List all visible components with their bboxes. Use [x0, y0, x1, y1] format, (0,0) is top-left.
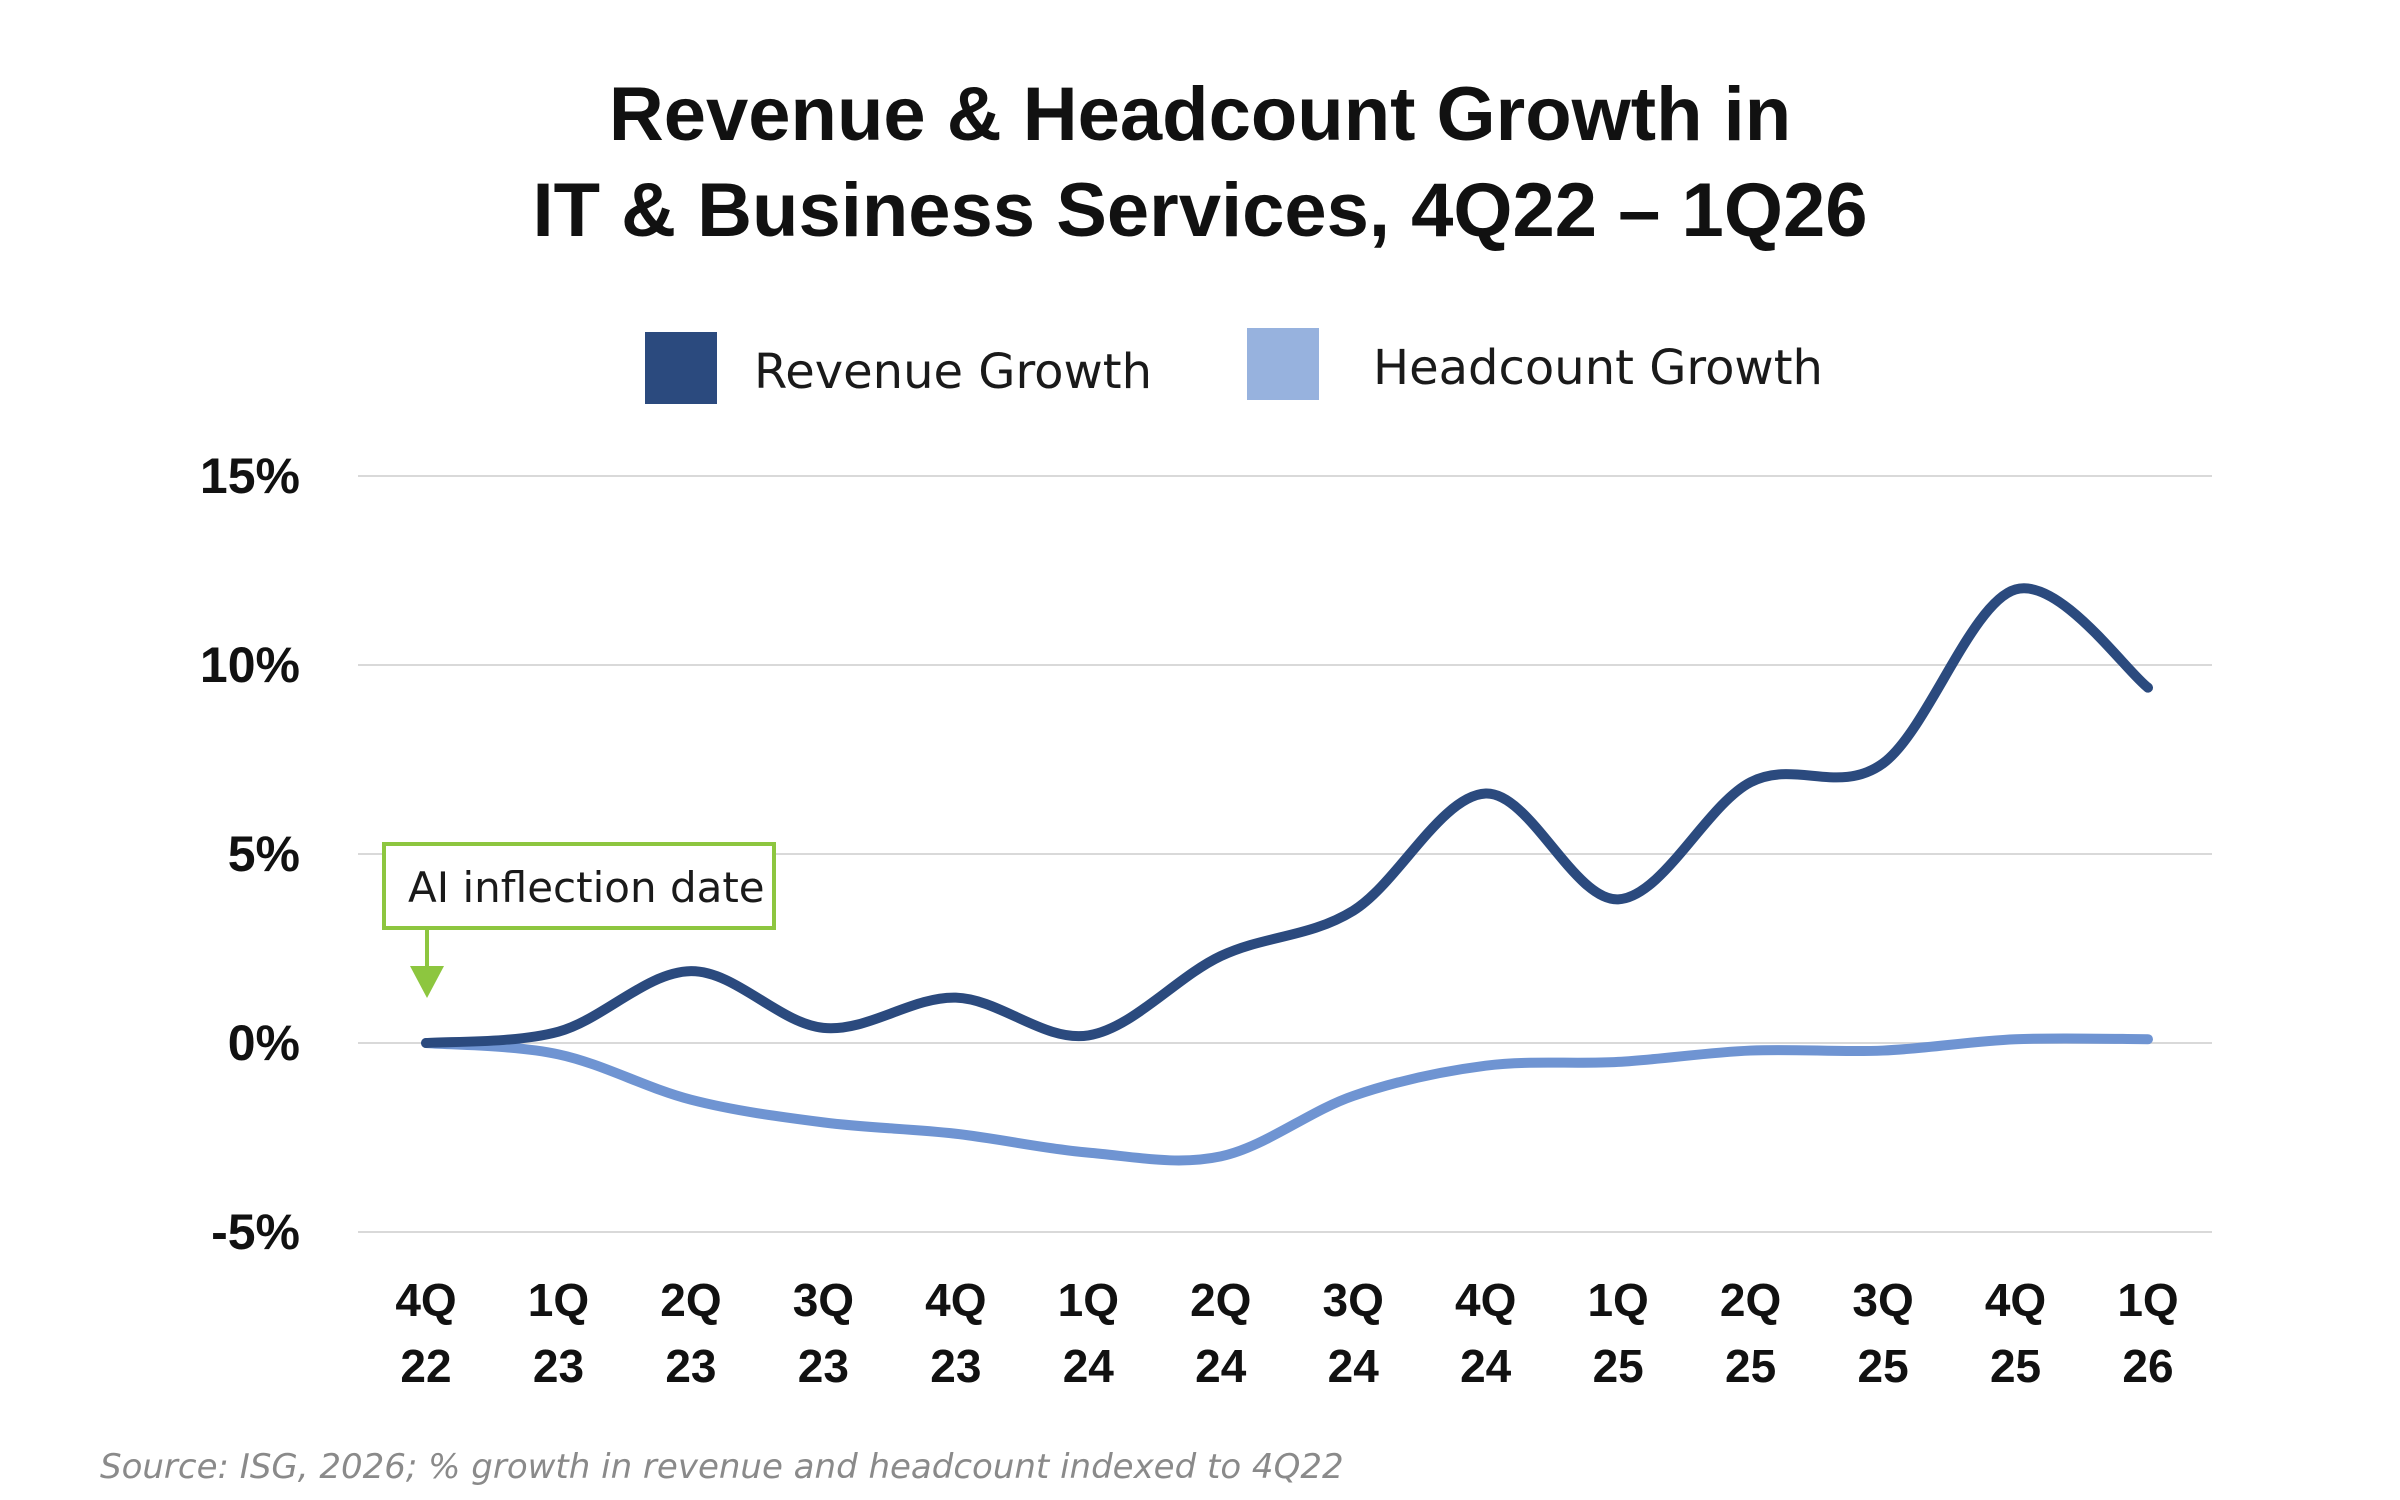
- revenue-point: [557, 1031, 559, 1033]
- legend-swatch-revenue: [645, 332, 717, 404]
- y-tick-label: -5%: [211, 1204, 300, 1260]
- revenue-point: [2015, 588, 2017, 590]
- y-tick-label: 0%: [228, 1015, 300, 1071]
- x-tick-label: 3Q: [1323, 1274, 1384, 1326]
- revenue-point: [1352, 910, 1354, 912]
- annotation: AI inflection date: [382, 842, 776, 998]
- revenue-point: [1485, 793, 1487, 795]
- headcount-point: [1750, 1050, 1752, 1052]
- revenue-point: [425, 1042, 427, 1044]
- x-tick-label: 25: [1593, 1340, 1644, 1392]
- y-tick-label: 5%: [228, 826, 300, 882]
- revenue-point: [1087, 1034, 1089, 1036]
- x-tick-label: 2Q: [1190, 1274, 1251, 1326]
- legend-label-headcount: Headcount Growth: [1373, 340, 1823, 396]
- x-tick-label: 23: [665, 1340, 716, 1392]
- x-tick-label: 2Q: [1720, 1274, 1781, 1326]
- x-tick-label: 4Q: [1455, 1274, 1516, 1326]
- revenue-point: [2147, 687, 2149, 689]
- annotation-arrow-head: [410, 966, 444, 998]
- revenue-point: [1750, 781, 1752, 783]
- y-axis-ticks: 15% 10% 5% 0% -5%: [200, 448, 300, 1260]
- x-tick-label: 24: [1328, 1340, 1380, 1392]
- headcount-point: [557, 1053, 559, 1055]
- x-tick-label: 4Q: [395, 1274, 456, 1326]
- revenue-point: [690, 970, 692, 972]
- headcount-point: [1882, 1050, 1884, 1052]
- headcount-point: [1087, 1152, 1089, 1154]
- headcount-point: [2015, 1038, 2017, 1040]
- headcount-point: [1220, 1155, 1222, 1157]
- revenue-point: [822, 1027, 824, 1029]
- x-tick-label: 24: [1460, 1340, 1512, 1392]
- headcount-point: [822, 1121, 824, 1123]
- x-tick-label: 24: [1063, 1340, 1115, 1392]
- x-tick-label: 1Q: [1058, 1274, 1119, 1326]
- legend-swatch-headcount: [1247, 328, 1319, 400]
- headcount-point: [955, 1133, 957, 1135]
- x-axis-ticks: 4Q 22 1Q 23 2Q 23 3Q 23 4Q 23 1Q 24 2Q 24 3Q 24 4Q 24 1Q 25…: [395, 1274, 2178, 1392]
- y-tick-label: 10%: [200, 637, 300, 693]
- x-tick-label: 25: [1725, 1340, 1776, 1392]
- revenue-growth-line: [421, 583, 2153, 1048]
- headcount-point: [1485, 1065, 1487, 1067]
- x-tick-label: 1Q: [1587, 1274, 1648, 1326]
- x-tick-label: 4Q: [925, 1274, 986, 1326]
- headcount-point: [2147, 1038, 2149, 1040]
- headcount-growth-line: [421, 1033, 2153, 1166]
- x-tick-label: 1Q: [2117, 1274, 2178, 1326]
- x-tick-label: 23: [930, 1340, 981, 1392]
- revenue-point: [955, 997, 957, 999]
- x-tick-label: 25: [1857, 1340, 1908, 1392]
- x-tick-label: 26: [2122, 1340, 2173, 1392]
- x-tick-label: 3Q: [793, 1274, 854, 1326]
- x-tick-label: 23: [798, 1340, 849, 1392]
- x-tick-label: 1Q: [528, 1274, 589, 1326]
- source-note: Source: ISG, 2026; % growth in revenue a…: [100, 1447, 1344, 1487]
- series-lines: [421, 583, 2153, 1166]
- legend-label-revenue: Revenue Growth: [754, 344, 1152, 400]
- x-tick-label: 2Q: [660, 1274, 721, 1326]
- y-tick-label: 15%: [200, 448, 300, 504]
- x-tick-label: 24: [1195, 1340, 1247, 1392]
- revenue-point: [1617, 898, 1619, 900]
- headcount-point: [1617, 1061, 1619, 1063]
- annotation-text: AI inflection date: [408, 863, 765, 912]
- chart-title-line-2: IT & Business Services, 4Q22 – 1Q26: [533, 168, 1868, 253]
- annotation-box: [382, 842, 776, 930]
- revenue-point: [1882, 762, 1884, 764]
- x-tick-label: 22: [400, 1340, 451, 1392]
- x-tick-label: 3Q: [1852, 1274, 1913, 1326]
- chart-title-line-1: Revenue & Headcount Growth in: [609, 72, 1791, 157]
- headcount-point: [1352, 1095, 1354, 1097]
- revenue-point: [1220, 955, 1222, 957]
- x-tick-label: 23: [533, 1340, 584, 1392]
- x-tick-label: 25: [1990, 1340, 2041, 1392]
- headcount-point: [690, 1099, 692, 1101]
- x-tick-label: 4Q: [1985, 1274, 2046, 1326]
